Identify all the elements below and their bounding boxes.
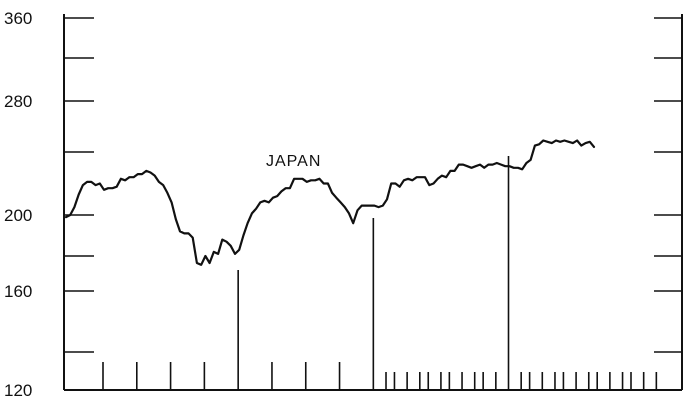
y-tick-label-280: 280 — [4, 92, 32, 111]
x-axis-tick-marks — [102, 156, 658, 390]
y-tick-label-200: 200 — [4, 206, 32, 225]
y-tick-label-160: 160 — [4, 282, 32, 301]
y-axis-ticks — [64, 17, 682, 391]
y-tick-label-360: 360 — [4, 9, 32, 28]
y-axis-tick-labels: 360 280 200 160 120 — [4, 9, 32, 396]
series-line-japan — [64, 139, 596, 266]
y-tick-label-120: 120 — [4, 381, 32, 396]
series-label-japan: JAPAN — [266, 153, 321, 170]
